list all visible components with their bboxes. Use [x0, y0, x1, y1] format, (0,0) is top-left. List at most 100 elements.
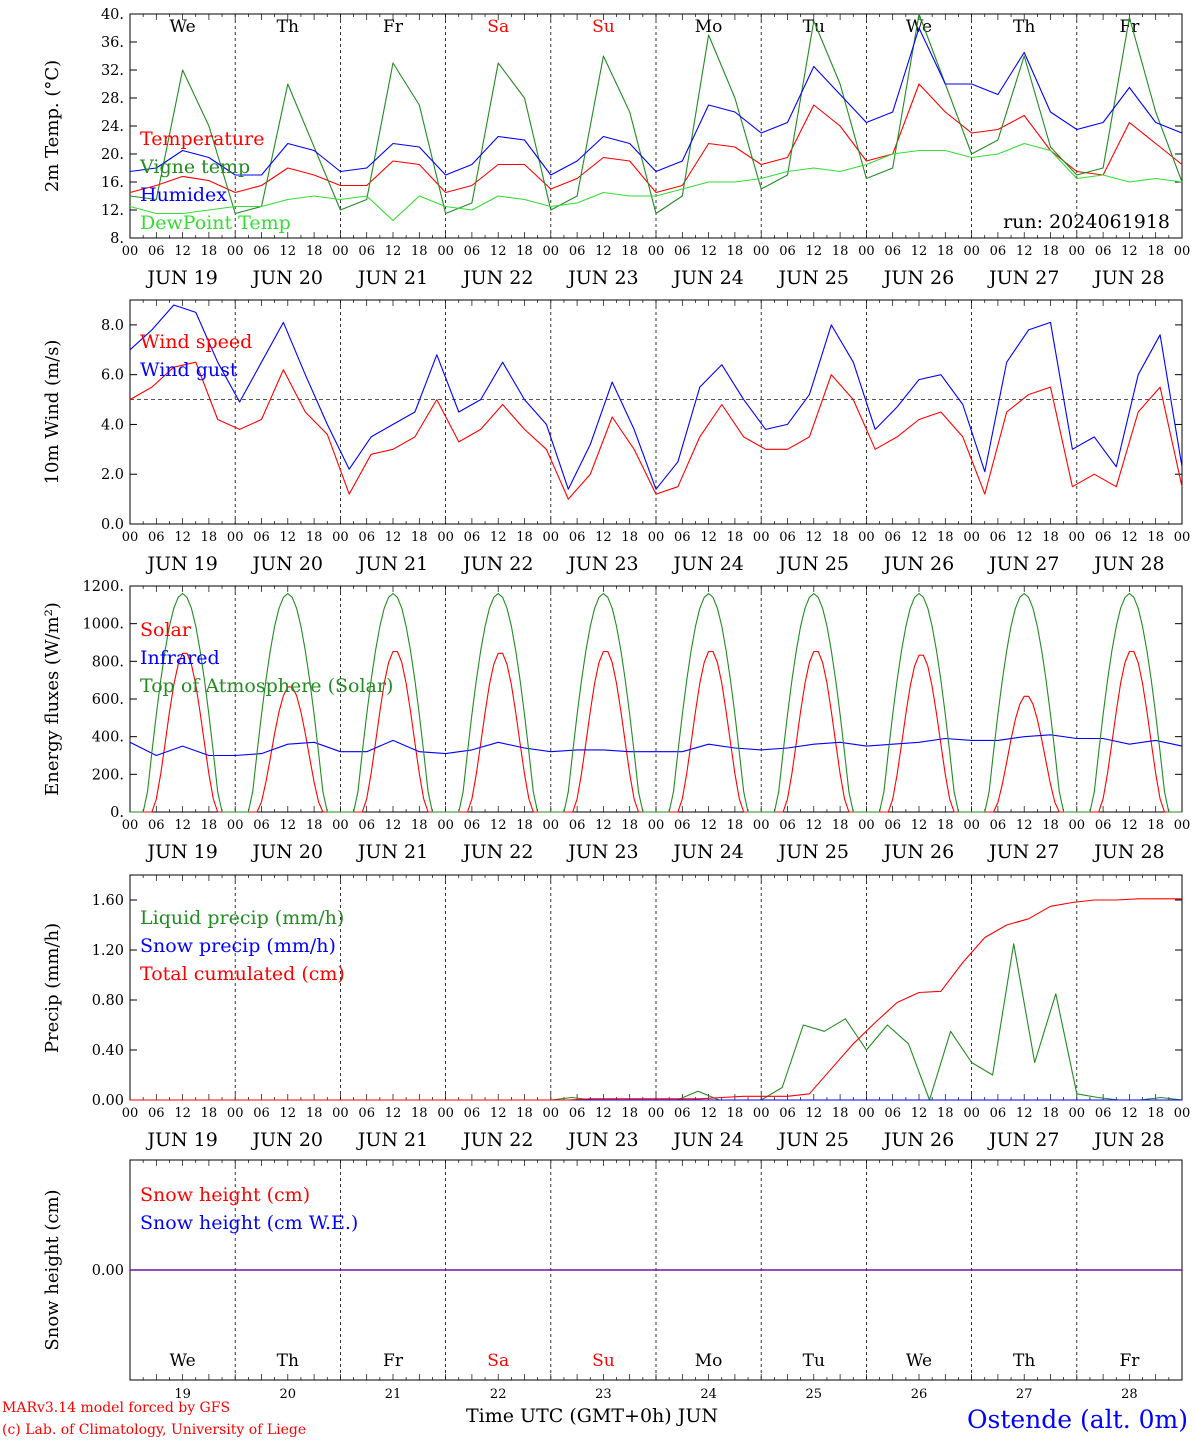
x-hour-label: 06: [779, 530, 796, 545]
x-hour-label: 12: [174, 1106, 191, 1121]
footer-model-line: MARv3.14 model forced by GFS: [2, 1400, 230, 1416]
x-hour-label: 00: [437, 1106, 454, 1121]
x-hour-label: 18: [306, 244, 323, 259]
x-hour-label: 12: [385, 818, 402, 833]
x-hour-label: 18: [1042, 818, 1059, 833]
x-hour-label: 00: [1174, 1106, 1191, 1121]
weekday-label: We: [170, 17, 196, 37]
x-hour-label: 00: [122, 530, 139, 545]
x-hour-label: 06: [990, 244, 1007, 259]
x-date-label: JUN 24: [671, 1129, 743, 1151]
x-date-label: JUN 25: [777, 267, 849, 289]
y-tick-label: 0.40: [92, 1043, 124, 1059]
x-hour-label: 12: [174, 530, 191, 545]
plot-frame: [129, 13, 1183, 239]
x-hour-label: 06: [990, 1106, 1007, 1121]
day-number-label: 20: [280, 1387, 297, 1402]
y-tick-label: 16.: [101, 175, 124, 191]
x-hour-label: 00: [332, 530, 349, 545]
x-hour-label: 06: [253, 244, 270, 259]
x-hour-label: 06: [884, 1106, 901, 1121]
x-hour-label: 12: [1016, 818, 1033, 833]
x-hour-label: 06: [253, 1106, 270, 1121]
x-date-label: JUN 21: [356, 841, 428, 863]
legend-entry: Humidex: [140, 184, 227, 206]
legend-entry: Wind gust: [140, 359, 238, 381]
weekday-label: Th: [277, 1351, 299, 1371]
legend-entry: Snow precip (mm/h): [140, 935, 336, 957]
x-hour-label: 06: [358, 1106, 375, 1121]
x-hour-label: 12: [700, 818, 717, 833]
panel-3: 0. 200. 400. 600. 800. 1000. 1200. Energy fluxe…: [42, 579, 1190, 863]
x-hour-label: 06: [569, 818, 586, 833]
panel-1: 8. 12. 16. 20. 24. 28. 32. 36. 40. 2m Temp. (°C) 0…: [42, 7, 1190, 289]
x-hour-label: 18: [621, 818, 638, 833]
weekday-label: Th: [1013, 1351, 1035, 1371]
y-tick-label: 600.: [92, 692, 124, 708]
y-tick-label: 1200.: [82, 579, 124, 595]
weekday-label: Th: [1013, 17, 1035, 37]
weekday-label: Tu: [803, 1351, 825, 1371]
x-hour-label: 06: [674, 1106, 691, 1121]
y-tick-label: 0.00: [92, 1093, 124, 1109]
x-date-label: JUN 21: [356, 1129, 428, 1151]
x-hour-label: 00: [858, 818, 875, 833]
x-date-label: JUN 24: [671, 553, 743, 575]
weekday-label: Su: [592, 17, 615, 37]
x-hour-label: 06: [779, 244, 796, 259]
x-hour-label: 12: [280, 818, 297, 833]
x-date-label: JUN 23: [566, 1129, 638, 1151]
x-hour-label: 18: [516, 244, 533, 259]
y-tick-label: 1.60: [92, 893, 124, 909]
y-tick-label: 1000.: [82, 617, 124, 633]
x-date-label: JUN 22: [461, 553, 533, 575]
x-hour-label: 00: [753, 1106, 770, 1121]
weekday-label: Mo: [695, 1351, 723, 1371]
x-hour-label: 18: [1147, 818, 1164, 833]
legend-entry: Infrared: [140, 647, 220, 669]
legend-entry: Snow height (cm W.E.): [140, 1212, 358, 1234]
x-date-label: JUN 25: [777, 841, 849, 863]
y-axis-label: 2m Temp. (°C): [42, 60, 63, 192]
y-tick-label: 28.: [101, 91, 124, 107]
day-number-label: 22: [490, 1387, 507, 1402]
x-hour-label: 06: [884, 818, 901, 833]
x-hour-label: 06: [1095, 1106, 1112, 1121]
x-hour-label: 18: [621, 530, 638, 545]
y-tick-label: 32.: [101, 63, 124, 79]
x-hour-label: 00: [963, 1106, 980, 1121]
x-hour-label: 18: [621, 244, 638, 259]
x-hour-label: 06: [779, 1106, 796, 1121]
x-hour-label: 00: [858, 530, 875, 545]
x-hour-label: 18: [621, 1106, 638, 1121]
x-hour-label: 12: [280, 530, 297, 545]
x-date-label: JUN 25: [777, 1129, 849, 1151]
x-hour-label: 06: [148, 818, 165, 833]
x-hour-label: 00: [332, 244, 349, 259]
series-line: [130, 592, 1182, 813]
x-hour-label: 18: [306, 818, 323, 833]
x-hour-label: 00: [1174, 530, 1191, 545]
x-hour-label: 18: [306, 1106, 323, 1121]
x-hour-label: 06: [674, 530, 691, 545]
x-date-label: JUN 21: [356, 267, 428, 289]
x-hour-label: 00: [543, 818, 560, 833]
weekday-label: Sa: [487, 17, 509, 37]
weekday-label: We: [906, 17, 932, 37]
x-hour-label: 18: [937, 818, 954, 833]
x-hour-label: 00: [227, 530, 244, 545]
x-hour-label: 18: [201, 244, 218, 259]
x-hour-label: 06: [464, 530, 481, 545]
x-date-label: JUN 26: [882, 1129, 954, 1151]
x-hour-label: 00: [122, 818, 139, 833]
x-date-label: JUN 28: [1092, 841, 1164, 863]
x-hour-label: 18: [516, 1106, 533, 1121]
x-hour-label: 12: [595, 818, 612, 833]
x-hour-label: 12: [174, 244, 191, 259]
x-hour-label: 00: [963, 818, 980, 833]
x-date-label: JUN 20: [251, 267, 323, 289]
x-hour-label: 00: [963, 530, 980, 545]
x-hour-label: 18: [1147, 244, 1164, 259]
y-tick-label: 2.0: [101, 467, 124, 483]
